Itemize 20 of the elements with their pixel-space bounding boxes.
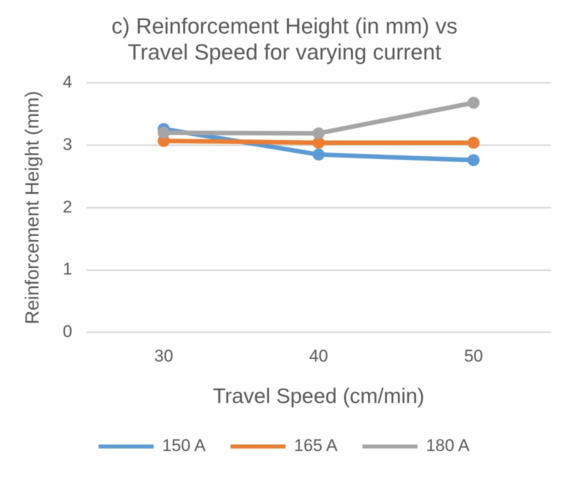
point bbox=[468, 96, 480, 109]
point bbox=[312, 148, 325, 161]
x-axis-title: Travel Speed (cm/min) bbox=[212, 385, 424, 408]
y-tick-label: 3 bbox=[62, 134, 72, 154]
point bbox=[312, 127, 325, 140]
x-tick-label: 40 bbox=[309, 346, 328, 366]
point bbox=[468, 136, 480, 149]
chart-title: c) Reinforcement Height (in mm) vs Travel Speed for varying current bbox=[112, 13, 458, 65]
y-tick-label: 0 bbox=[62, 322, 72, 342]
point bbox=[468, 154, 480, 166]
y-axis-title: Reinforcement Height (mm) bbox=[22, 90, 44, 324]
legend-label: 165 A bbox=[294, 436, 338, 456]
point bbox=[158, 126, 170, 139]
y-tick-label: 1 bbox=[62, 260, 72, 279]
legend-label: 180 A bbox=[426, 436, 470, 456]
x-tick-label: 30 bbox=[154, 346, 174, 366]
y-tick-label: 4 bbox=[62, 72, 72, 92]
x-tick-label: 50 bbox=[464, 346, 484, 366]
y-tick-label: 2 bbox=[62, 197, 72, 216]
legend-label: 150 A bbox=[162, 436, 206, 456]
